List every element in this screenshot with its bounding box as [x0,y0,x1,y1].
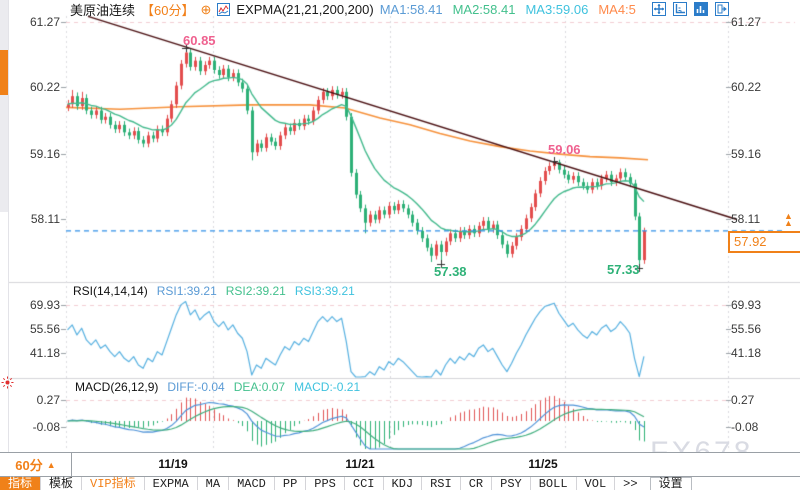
rsi-value-readouts: RSI1:39.21 RSI2:39.21 RSI3:39.21 [157,284,355,298]
detach-window-icon[interactable] [715,2,729,16]
toolbar-item-RSI[interactable]: RSI [421,477,460,490]
ma-readout: MA3:59.06 [525,1,589,17]
toolbar-item-VOL[interactable]: VOL [575,477,615,490]
toolbar-item-PPS[interactable]: PPS [305,477,344,490]
price-axis-label: 55.56 [731,321,762,336]
price-axis-label: 55.56 [29,321,60,336]
macd-readout: DIFF:-0.04 [167,380,225,394]
price-annotation: 60.85 [183,33,216,48]
chart-header: 美原油连续 【60分】 ⊕ EXPMA(21,21,200,200) MA1:5… [70,1,636,18]
time-axis: 60分 ▲ 11/19 11/21 11/25 [0,452,800,476]
price-axis-label: 61.27 [29,15,60,29]
indicator-title: EXPMA(21,21,200,200) [236,1,374,17]
toolbar-item-[interactable]: 设置 [649,477,692,490]
chart-type-icon[interactable] [694,2,708,16]
price-axis-label: 58.11 [731,211,761,226]
date-label: 11/25 [528,457,558,471]
toolbar-item-BOLL[interactable]: BOLL [529,477,576,490]
price-axis-label: 59.16 [731,146,762,161]
timeframe-selector[interactable]: 60分 ▲ [0,453,72,476]
period-label[interactable]: 【60分】 [141,2,195,18]
macd-readout: MACD:-0.21 [294,380,361,394]
left-scrollbar[interactable] [0,0,9,452]
toolbar-item-MACD[interactable]: MACD [228,477,274,490]
price-annotation: 59.06 [548,142,581,157]
rsi-readout: RSI1:39.21 [156,284,217,298]
pan-tool-icon[interactable] [652,2,666,16]
toolbar-item-EXPMA[interactable]: EXPMA [143,477,197,490]
toolbar-item-CR[interactable]: CR [459,477,491,490]
scale-tool-icon[interactable] [673,2,687,16]
toolbar-item-[interactable]: 模板 [40,477,81,490]
toolbar-item-MA[interactable]: MA [196,477,228,490]
price-axis-label: 58.11 [30,211,60,226]
timeframe-label: 60分 [15,458,43,473]
indicator-chart-icon[interactable] [217,2,231,16]
toolbar-item-[interactable]: 指标 [0,477,41,490]
window-toolbar [652,2,729,16]
price-axis-label: 60.22 [731,80,762,95]
indicator-marker-icon[interactable] [1,376,14,394]
rsi-readout: RSI2:39.21 [225,284,286,298]
toolbar-item-CCI[interactable]: CCI [343,477,383,490]
price-axis-label: -0.08 [32,420,60,435]
price-axis-label: 0.27 [36,393,60,408]
price-up-arrows-icon: ▲ ▲ [784,211,793,228]
toolbar-item-[interactable]: >> [614,477,645,490]
ma-readout: MA2:58.41 [452,1,516,17]
indicator-toolbar: 指标 模板 VIP指标 EXPMA MA MACD PP PPS CCI KDJ RSI CR PSY B… [0,476,800,490]
symbol-name: 美原油连续 [70,2,136,18]
macd-value-readouts: DIFF:-0.04 DEA:0.07 MACD:-0.21 [167,380,360,394]
rsi-title: RSI(14,14,14) [73,284,148,298]
toolbar-item-PP[interactable]: PP [273,477,305,490]
price-axis-label: 41.18 [731,346,762,360]
price-axis-label: 59.16 [29,146,60,161]
price-annotation: 57.38 [434,264,467,279]
rsi-readout: RSI3:39.21 [294,284,355,298]
price-axis-label: 41.18 [29,346,60,360]
ma-readout: MA1:58.41 [379,1,443,17]
toolbar-item-KDJ[interactable]: KDJ [382,477,422,490]
price-axis-label: 69.93 [29,298,60,312]
date-label: 11/19 [158,457,188,471]
price-axis-label: 0.27 [731,393,755,408]
toolbar-item-PSY[interactable]: PSY [491,477,530,490]
macd-title: MACD(26,12,9) [75,380,159,394]
timeframe-arrow-icon: ▲ [46,459,56,470]
macd-readout: DEA:0.07 [233,380,286,394]
ma-readout: MA4:5 [598,1,636,17]
price-axis-label: 60.22 [29,80,60,95]
price-axis-label: -0.08 [731,420,759,435]
price-annotation: 57.33 [607,262,640,277]
last-price-box: 57.92 [728,231,800,253]
price-axis-label: 69.93 [731,298,762,312]
toolbar-item-VIP[interactable]: VIP指标 [81,477,144,490]
price-axis-label: 61.27 [731,15,762,29]
zoom-plus-icon[interactable]: ⊕ [200,1,212,17]
scrollbar-thumb[interactable] [0,50,8,95]
scrollbar-track [0,0,8,212]
date-label: 11/21 [345,457,375,471]
rsi-panel-header: RSI(14,14,14) RSI1:39.21 RSI2:39.21 RSI3:3… [73,284,355,298]
ma-value-readouts: MA1:58.41 MA2:58.41 MA3:59.06 MA4:5 [380,2,636,17]
macd-panel-header: MACD(26,12,9) DIFF:-0.04 DEA:0.07 MACD:-0.… [75,380,360,394]
